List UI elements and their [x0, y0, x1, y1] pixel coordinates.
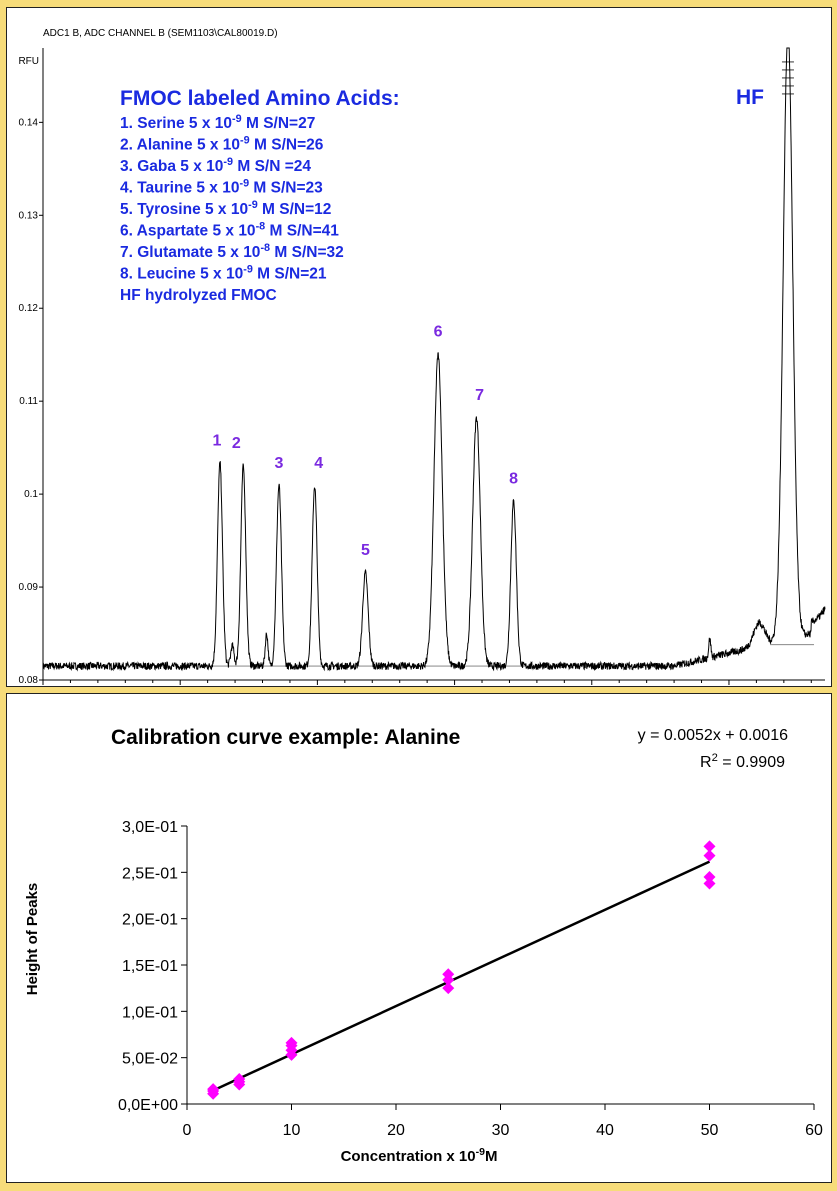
x-tick-label: 50 — [701, 1122, 719, 1139]
amino-acid-legend: FMOC labeled Amino Acids: 1. Serine 5 x 1… — [120, 87, 400, 304]
peak-label-hf: HF — [736, 86, 764, 109]
legend-entry: 1. Serine 5 x 10-9 M S/N=27 — [120, 113, 315, 132]
chromatogram-panel: ADC1 B, ADC CHANNEL B (SEM1103\CAL80019.… — [6, 7, 832, 687]
source-label: ADC1 B, ADC CHANNEL B (SEM1103\CAL80019.… — [43, 28, 278, 39]
peak-label-7: 7 — [475, 387, 484, 404]
chromatogram-axes: 0.080.090.10.110.120.130.1467891011min — [19, 48, 825, 686]
x-axis-title: Concentration x 10-9M — [341, 1146, 498, 1165]
y-tick-label: 0.08 — [19, 675, 39, 686]
trend-line — [212, 860, 711, 1092]
peak-label-1: 1 — [213, 432, 222, 449]
peak-label-8: 8 — [509, 471, 518, 488]
peak-label-2: 2 — [232, 435, 241, 452]
r-squared: R2 = 0.9909 — [700, 752, 785, 771]
y-tick-label: 2,5E-01 — [122, 865, 178, 882]
peak-label-5: 5 — [361, 542, 370, 559]
y-tick-label: 0.11 — [19, 396, 38, 407]
peak-label-3: 3 — [275, 455, 284, 472]
y-tick-label: 0.09 — [19, 582, 39, 593]
calibration-panel: Calibration curve example: Alanine y = 0… — [6, 693, 832, 1183]
data-point — [703, 870, 716, 883]
y-tick-label: 0,0E+00 — [118, 1097, 178, 1114]
y-tick-label: 3,0E-01 — [122, 819, 178, 836]
legend-entry: 3. Gaba 5 x 10-9 M S/N =24 — [120, 156, 311, 175]
data-point — [703, 840, 716, 853]
x-tick-label: 20 — [387, 1122, 405, 1139]
data-point — [703, 849, 716, 862]
y-axis-title: Height of Peaks — [24, 883, 41, 996]
legend-entry: 6. Aspartate 5 x 10-8 M S/N=41 — [120, 221, 339, 240]
peak-labels: 1 2 3 4 5 6 7 8 HF — [213, 61, 794, 559]
integration-baseline — [207, 644, 815, 667]
y-tick-label: 0.12 — [19, 303, 39, 314]
y-tick-label: 1,0E-01 — [122, 1004, 178, 1021]
data-point — [207, 1083, 220, 1096]
legend-entry: 5. Tyrosine 5 x 10-9 M S/N=12 — [120, 199, 331, 218]
y-tick-label: 0.14 — [19, 117, 39, 128]
data-point — [442, 982, 455, 995]
legend-entry: 7. Glutamate 5 x 10-8 M S/N=32 — [120, 242, 344, 261]
data-point — [442, 968, 455, 981]
legend-entry: 2. Alanine 5 x 10-9 M S/N=26 — [120, 135, 324, 154]
y-tick-label: 5,0E-02 — [122, 1051, 178, 1068]
calibration-chart: Calibration curve example: Alanine y = 0… — [24, 726, 823, 1165]
legend-title: FMOC labeled Amino Acids: — [120, 87, 400, 110]
data-point — [285, 1036, 298, 1049]
y-tick-label: 0.13 — [19, 210, 39, 221]
y-tick-label: 0.1 — [24, 489, 38, 500]
data-point — [703, 877, 716, 890]
x-tick-label: 30 — [492, 1122, 510, 1139]
y-tick-label: 2,0E-01 — [122, 912, 178, 929]
data-points — [207, 840, 716, 1100]
x-tick-label: 0 — [183, 1122, 192, 1139]
y-tick-label: 1,5E-01 — [122, 958, 178, 975]
x-tick-label: 40 — [596, 1122, 614, 1139]
data-point — [233, 1072, 246, 1085]
legend-entry: 4. Taurine 5 x 10-9 M S/N=23 — [120, 178, 323, 197]
peak-label-6: 6 — [434, 324, 443, 341]
legend-entry: 8. Leucine 5 x 10-9 M S/N=21 — [120, 264, 327, 283]
calibration-axes: 0,0E+00 5,0E-02 1,0E-01 1,5E-01 2,0E-01 2,5E-… — [118, 819, 823, 1139]
x-tick-label: 60 — [805, 1122, 823, 1139]
chromatogram-trace — [42, 47, 826, 672]
calibration-title: Calibration curve example: Alanine — [111, 726, 460, 749]
legend-entry: HF hydrolyzed FMOC — [120, 287, 277, 304]
x-tick-label: 10 — [283, 1122, 301, 1139]
regression-equation: y = 0.0052x + 0.0016 — [638, 727, 788, 744]
y-axis-label: RFU — [18, 56, 39, 67]
peak-label-4: 4 — [314, 455, 323, 472]
chromatogram-chart: ADC1 B, ADC CHANNEL B (SEM1103\CAL80019.… — [18, 28, 826, 686]
